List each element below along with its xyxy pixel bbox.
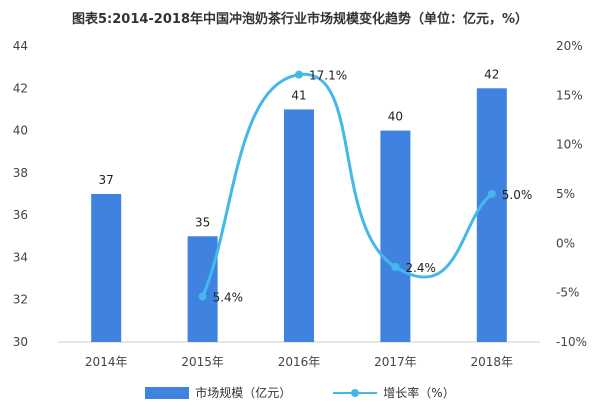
- y-left-tick-label: 30: [13, 335, 28, 349]
- growth-point: [487, 190, 496, 198]
- x-tick-label: 2014年: [85, 355, 128, 369]
- legend-line-label: 增长率（%）: [383, 386, 455, 400]
- x-tick-label: 2015年: [181, 355, 224, 369]
- growth-point: [391, 263, 400, 272]
- y-right-tick-label: 10%: [556, 138, 583, 152]
- line-data-label: 5.4%: [213, 291, 244, 305]
- line-data-label: 2.4%: [405, 261, 436, 275]
- y-left-tick-label: 44: [13, 39, 28, 53]
- line-data-label: 5.0%: [502, 188, 533, 202]
- bar: [91, 194, 122, 342]
- legend: 市场规模（亿元） 增长率（%）: [0, 384, 600, 401]
- y-right-tick-label: 0%: [556, 236, 575, 250]
- line-data-label: 17.1%: [309, 69, 347, 83]
- x-tick-label: 2017年: [374, 355, 417, 369]
- y-right-tick-label: 20%: [556, 39, 583, 53]
- x-tick-label: 2016年: [278, 355, 321, 369]
- y-right-tick-label: 5%: [556, 187, 575, 201]
- bar-data-label: 35: [195, 215, 210, 229]
- y-left-tick-label: 42: [13, 81, 28, 95]
- x-tick-label: 2018年: [471, 355, 514, 369]
- growth-point: [198, 292, 207, 301]
- chart-title: 图表5:2014-2018年中国冲泡奶茶行业市场规模变化趋势（单位：亿元，%）: [71, 12, 529, 27]
- growth-point: [295, 70, 303, 79]
- y-right-tick-label: 15%: [556, 88, 583, 102]
- y-left-tick-label: 32: [13, 293, 28, 307]
- legend-bar-swatch: [145, 386, 190, 399]
- y-right-tick-label: -10%: [556, 335, 587, 349]
- bar-data-label: 40: [388, 110, 403, 124]
- legend-bar-label: 市场规模（亿元）: [195, 386, 292, 400]
- legend-item-line: 增长率（%）: [333, 384, 455, 401]
- y-left-tick-label: 34: [13, 250, 28, 264]
- bar: [284, 109, 314, 342]
- bar: [187, 236, 218, 342]
- legend-item-bar: 市场规模（亿元）: [145, 384, 291, 401]
- y-left-tick-label: 40: [13, 124, 28, 138]
- bar: [476, 88, 507, 343]
- y-left-tick-label: 38: [13, 166, 28, 180]
- bar-data-label: 37: [99, 173, 114, 187]
- y-left-tick-label: 36: [13, 208, 28, 222]
- bar-data-label: 41: [291, 88, 306, 102]
- y-right-tick-label: -5%: [556, 286, 579, 300]
- growth-line: [201, 73, 493, 298]
- bar: [380, 130, 411, 342]
- legend-line-swatch: [333, 387, 378, 399]
- bar-data-label: 42: [484, 67, 499, 81]
